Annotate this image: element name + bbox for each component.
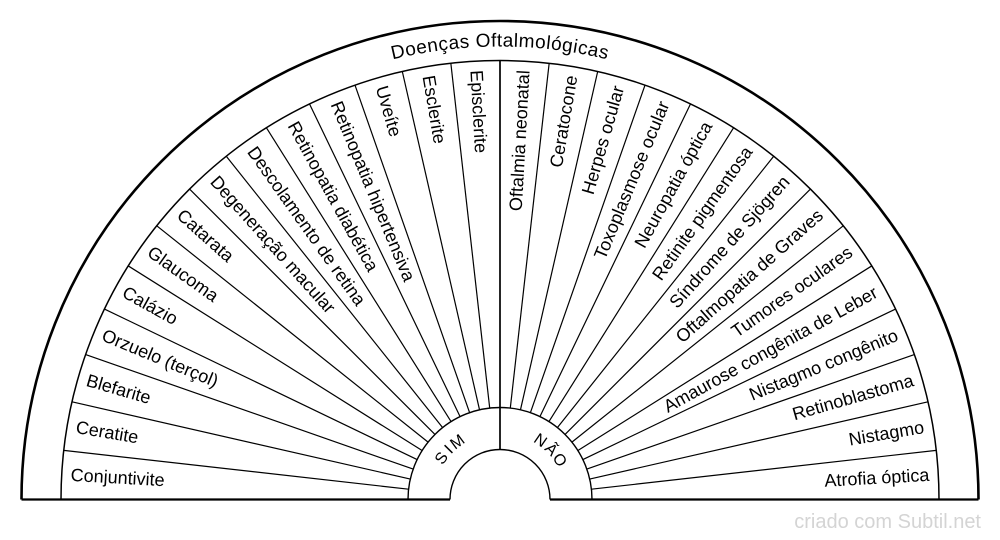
svg-text:criado com Subtil.net: criado com Subtil.net: [794, 511, 981, 533]
svg-text:Episclerite: Episclerite: [466, 70, 491, 154]
